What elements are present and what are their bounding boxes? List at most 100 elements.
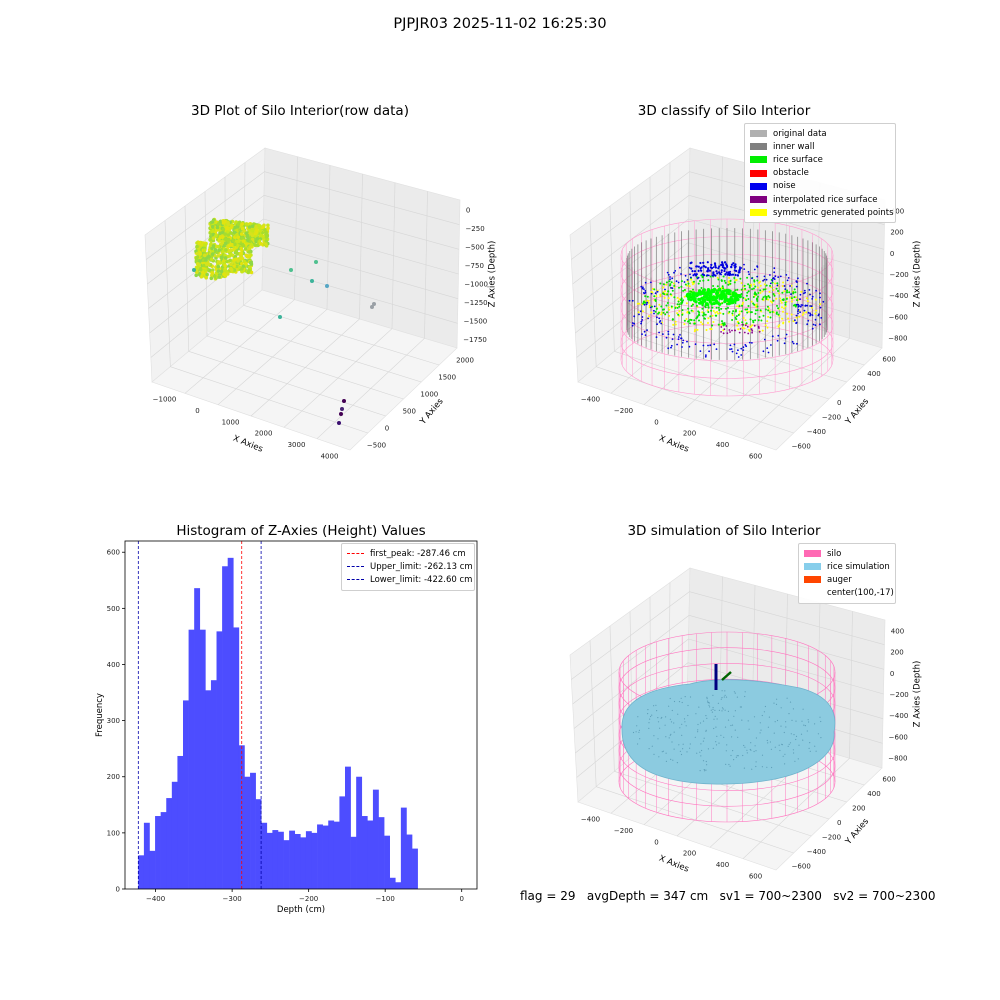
raw-data-point [221,235,225,239]
rice-mesh-point [792,708,795,710]
rice-mesh-point [793,752,795,754]
raw-data-point [254,226,259,230]
rice-mesh-point [781,743,783,745]
rice-mesh-point [712,694,714,697]
raw-data-point [240,261,244,266]
rice-mesh-point [808,747,810,750]
rice-mesh-point [744,691,746,693]
rice-mesh-point [742,754,744,757]
raw-data-point [235,239,240,244]
rice-mesh-point [670,758,672,761]
rice-mesh-point [637,716,639,718]
raw-data-point [223,241,228,245]
rice-mesh-point [720,734,722,736]
rice-mesh-point [651,745,653,747]
rice-mesh-point [680,697,682,699]
rice-mesh-point [791,719,793,722]
rice-mesh-point [694,736,696,738]
rice-mesh-point [815,750,817,752]
rice-mesh-point [784,753,786,755]
raw-data-point [195,255,200,259]
rice-mesh-point [795,738,797,741]
rice-mesh-point [661,716,663,719]
raw-z-tick-label: −1250 [464,299,488,307]
rice-mesh-point [814,745,816,747]
rice-mesh-point [707,700,709,702]
rice-mesh-point [668,705,670,707]
rice-mesh-point [789,701,792,703]
raw-data-point [239,256,244,261]
rice-mesh-point [760,729,762,731]
raw-x-tick-label: 3000 [288,441,306,449]
rice-mesh-point [774,746,776,748]
rice-mesh-point [678,701,681,703]
rice-mesh-point [659,727,661,729]
rice-mesh-point [727,719,730,721]
raw-data-point [247,265,252,270]
rice-mesh-point [657,738,659,740]
rice-mesh-point [729,765,731,767]
rice-mesh-point [733,691,736,693]
sim-y-tick-label: 600 [882,775,895,783]
rice-mesh-point [790,733,792,735]
rice-mesh-point [773,732,775,734]
rice-mesh-point [771,766,773,769]
raw-data-point [253,243,257,247]
rice-mesh-point [672,759,674,761]
rice-mesh-point [788,713,790,715]
rice-mesh-point [681,723,683,725]
rice-mesh-point [669,734,671,736]
legend-label: rice simulation [827,561,890,572]
raw-data-point [232,258,236,262]
raw-data-point [264,232,269,237]
rice-mesh-point [734,710,737,712]
rice-mesh-point [785,721,787,723]
rice-mesh-point [734,692,736,694]
rice-mesh-point [743,767,746,769]
raw-x-tick-label: −1000 [153,396,177,404]
rice-mesh-point [696,752,698,754]
rice-mesh-point [638,731,640,733]
rice-mesh-point [817,733,820,735]
raw-data-point [202,248,207,252]
rice-mesh-point [721,690,723,692]
sim-x-tick-label: 400 [716,861,729,869]
rice-mesh-point [707,748,710,750]
raw-y-tick-label: 1000 [420,391,438,399]
raw-data-point [247,250,251,254]
rice-mesh-point [716,718,718,720]
rice-mesh-point [764,705,767,708]
legend-entry: center(100,-17) [804,587,894,600]
rice-mesh-point [795,720,797,722]
rice-mesh-point [701,749,703,752]
raw-data-point [216,244,220,249]
raw-data-point [243,247,248,251]
rice-mesh-point [702,740,705,742]
sim-y-tick-label: −200 [822,834,841,842]
rice-mesh-point [648,722,650,724]
raw-data-point [218,231,222,235]
legend-entry: rice simulation [804,560,890,573]
rice-mesh-point [792,749,795,751]
rice-mesh-point [715,741,717,743]
rice-mesh-point [779,749,781,752]
raw-data-point [242,259,246,264]
rice-mesh-point [723,696,725,698]
sim-z-tick-label: 200 [890,649,903,657]
rice-mesh-point [706,764,708,766]
rice-mesh-point [665,736,667,738]
rice-mesh-point [665,752,667,754]
raw-data-point [217,239,221,243]
rice-mesh-point [732,750,734,752]
raw-data-point [228,258,232,263]
rice-mesh-point [794,760,796,762]
rice-mesh-point [661,751,663,753]
rice-mesh-point [743,744,745,747]
rice-mesh-point [731,736,733,738]
raw-data-point [216,254,220,258]
legend-swatch [804,563,821,571]
rice-mesh-point [700,743,702,745]
legend-swatch [804,550,821,558]
rice-mesh-point [714,709,716,712]
raw-data-point [229,252,233,257]
